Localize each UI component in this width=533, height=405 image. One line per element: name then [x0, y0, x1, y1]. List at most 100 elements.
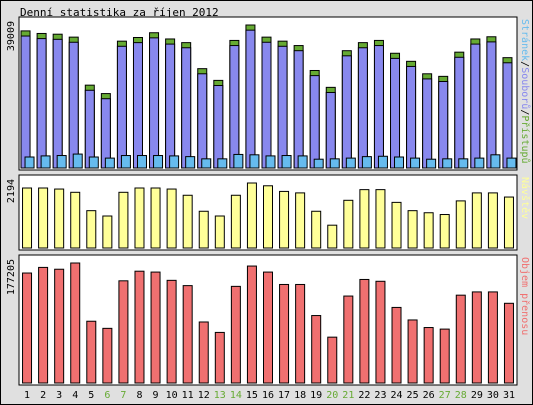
bar-navstev — [150, 187, 161, 249]
bar-prenos — [182, 285, 193, 384]
day-label: 18 — [294, 390, 306, 401]
day-label: 5 — [88, 390, 94, 401]
bar-prenos — [407, 319, 418, 384]
visits-ymax-label: 2194 — [6, 179, 17, 203]
bar-stranek — [217, 158, 228, 169]
bar-navstev — [134, 187, 145, 249]
bar-navstev — [295, 192, 306, 249]
bar-navstev — [327, 224, 338, 249]
bar-souboru — [149, 37, 160, 169]
bar-navstev — [102, 215, 113, 249]
bar-prenos — [423, 327, 434, 384]
bar-stranek — [345, 157, 356, 169]
day-label: 4 — [72, 390, 78, 401]
bar-prenos — [295, 283, 306, 384]
legend-entry: Souborů — [519, 67, 531, 109]
bar-stranek — [185, 156, 196, 169]
bar-navstev — [166, 188, 177, 249]
bar-stranek — [458, 158, 469, 169]
hits-ymax-label: 39009 — [6, 21, 17, 51]
bar-prenos — [54, 268, 65, 384]
bar-stranek — [442, 158, 453, 169]
bar-prenos — [375, 280, 386, 384]
legend-entry: / — [519, 61, 530, 67]
bar-prenos — [214, 331, 225, 384]
day-label: 25 — [407, 390, 419, 401]
bar-stranek — [153, 155, 164, 169]
bar-stranek — [281, 155, 292, 169]
bar-navstev — [471, 192, 482, 249]
day-label: 14 — [230, 390, 242, 401]
bar-souboru — [406, 65, 417, 169]
bar-navstev — [487, 192, 498, 249]
bar-souboru — [277, 45, 288, 169]
bar-navstev — [86, 210, 97, 249]
bar-navstev — [70, 191, 81, 249]
bar-prenos — [198, 321, 209, 384]
bar-navstev — [246, 182, 257, 249]
day-label: 7 — [120, 390, 126, 401]
bar-stranek — [201, 158, 212, 169]
bar-souboru — [197, 73, 208, 169]
bar-navstev — [311, 210, 322, 249]
bar-prenos — [471, 291, 482, 384]
day-label: 26 — [423, 390, 435, 401]
bar-stranek — [88, 156, 99, 169]
day-label: 17 — [278, 390, 290, 401]
bar-navstev — [279, 190, 290, 249]
bar-navstev — [343, 199, 354, 249]
legend-entry: Stránek — [519, 19, 531, 61]
bar-navstev — [455, 200, 466, 249]
day-label: 28 — [455, 390, 467, 401]
bar-prenos — [70, 262, 81, 384]
traffic-ymax-label: 177205 — [6, 259, 17, 295]
bar-stranek — [313, 158, 324, 169]
bar-navstev — [230, 194, 241, 249]
day-label: 6 — [104, 390, 110, 401]
bar-stranek — [136, 155, 147, 169]
bar-souboru — [325, 91, 336, 169]
bar-stranek — [24, 156, 35, 169]
bar-souboru — [245, 29, 256, 169]
bar-souboru — [293, 50, 304, 169]
bar-souboru — [261, 41, 272, 169]
bar-souboru — [390, 57, 401, 169]
day-label: 27 — [439, 390, 451, 401]
bar-stranek — [72, 153, 83, 169]
bar-stranek — [233, 153, 244, 169]
bar-stranek — [474, 157, 485, 169]
bar-souboru — [52, 38, 63, 169]
day-label: 22 — [358, 390, 370, 401]
bar-prenos — [22, 272, 33, 384]
visits-legend: Návštěv — [519, 177, 531, 219]
bar-prenos — [150, 271, 161, 384]
bar-navstev — [263, 185, 273, 249]
page-title: Denní statistika za říjen 2012 — [20, 6, 219, 19]
day-label: 13 — [214, 390, 226, 401]
bar-stranek — [265, 155, 276, 169]
bar-souboru — [68, 41, 79, 169]
bar-navstev — [182, 194, 193, 249]
bar-stranek — [40, 155, 51, 169]
hits-legend: Stránek/Souborů/Přístupů — [519, 19, 531, 164]
bar-souboru — [422, 78, 433, 169]
bar-souboru — [116, 45, 127, 169]
bar-navstev — [198, 210, 209, 249]
bar-prenos — [439, 328, 450, 384]
bar-navstev — [214, 215, 225, 249]
bar-souboru — [132, 42, 143, 169]
day-label: 21 — [342, 390, 354, 401]
bar-stranek — [169, 155, 180, 169]
bar-souboru — [470, 43, 481, 169]
bar-prenos — [118, 280, 129, 384]
legend-entry: Přístupů — [519, 115, 531, 163]
bar-prenos — [391, 306, 402, 384]
day-label: 30 — [487, 390, 499, 401]
bar-souboru — [84, 89, 95, 169]
bar-navstev — [359, 189, 370, 249]
bar-navstev — [407, 210, 418, 249]
bar-navstev — [391, 201, 402, 249]
day-label: 16 — [262, 390, 274, 401]
bar-navstev — [439, 214, 450, 249]
